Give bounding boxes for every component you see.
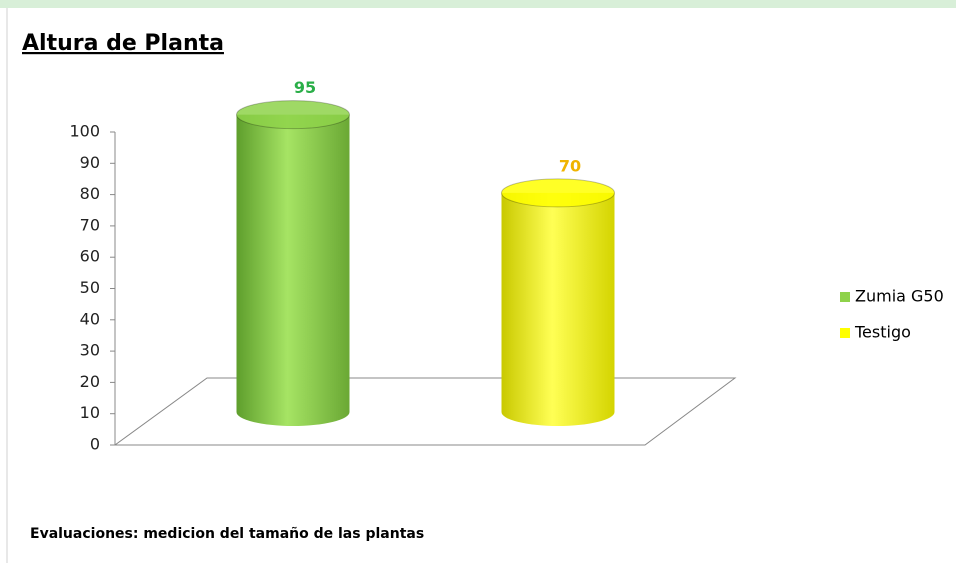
cylinder-top <box>236 100 350 130</box>
y-tick-label: 100 <box>69 122 100 141</box>
legend-swatch <box>840 292 850 302</box>
chart-title: Altura de Planta <box>22 31 224 56</box>
legend-label: Zumia G50 <box>855 287 944 306</box>
y-tick-label: 50 <box>80 278 100 297</box>
y-tick-label: 60 <box>80 247 100 266</box>
y-tick-label: 30 <box>80 341 100 360</box>
data-label: 95 <box>294 78 316 97</box>
y-tick-label: 40 <box>80 309 100 328</box>
y-tick-label: 0 <box>90 435 100 454</box>
footnote: Evaluaciones: medicion del tamaño de las… <box>30 526 424 542</box>
cylinder <box>236 114 350 413</box>
legend-label: Testigo <box>854 323 911 342</box>
data-label: 70 <box>559 156 581 175</box>
y-tick-label: 20 <box>80 372 100 391</box>
cylinder-top <box>501 178 615 208</box>
y-tick-label: 70 <box>80 215 100 234</box>
cylinder <box>501 192 615 412</box>
floor <box>113 377 737 446</box>
y-tick-label: 10 <box>80 403 100 422</box>
legend-swatch <box>840 328 850 338</box>
y-tick-label: 90 <box>80 153 100 172</box>
y-tick-label: 80 <box>80 184 100 203</box>
top-band <box>0 0 956 8</box>
